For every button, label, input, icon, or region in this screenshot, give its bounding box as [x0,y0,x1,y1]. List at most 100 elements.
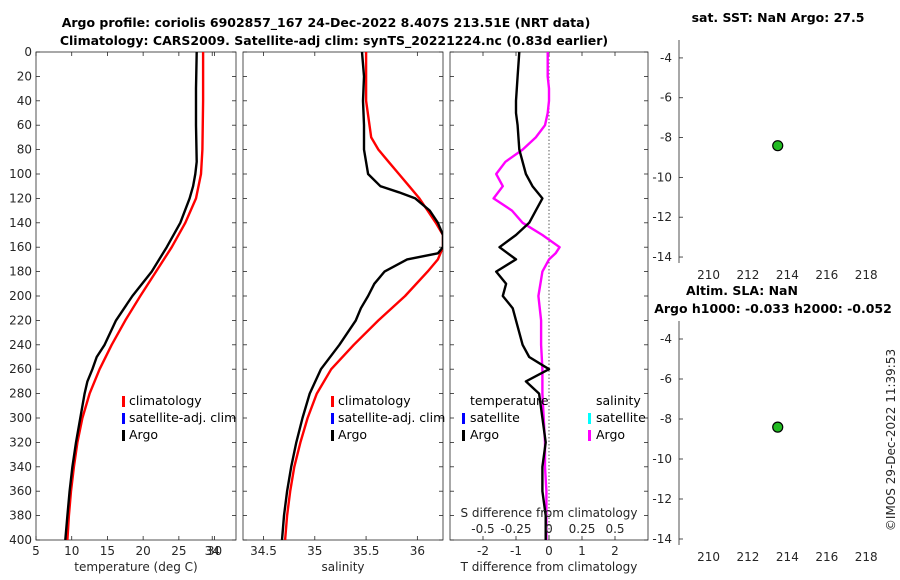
x-tick-label: 5 [32,544,40,558]
legend-satellite-swatch [122,413,125,424]
legend-argo-label: Argo [338,427,367,442]
x-tick-label: 25 [171,544,186,558]
y-tick-label: -8 [660,131,672,145]
x-tick-label: 218 [855,268,878,282]
difference-legend: temperature satellite Argo salinity sate… [462,393,646,442]
y-tick-label: 0 [24,45,32,59]
legend-t-satellite-swatch [462,413,465,424]
legend-argo-label: Argo [129,427,158,442]
x-tick-label: 212 [737,550,760,564]
figure-title-line2: Climatology: CARS2009. Satellite-adj cli… [60,33,608,49]
y-tick-label: 140 [9,216,32,230]
y-tick-label: -12 [652,210,672,224]
legend-t-argo-label: Argo [470,427,499,442]
series-climatology [283,52,443,540]
y-tick-label: 180 [9,265,32,279]
x-tick-label: 35 [307,544,322,558]
plot-area [35,51,237,541]
y-tick-label: 220 [9,313,32,327]
legend-t-satellite-label: satellite [470,410,520,425]
legend-climatology-swatch [122,396,125,407]
y-tick-label: -4 [660,332,672,346]
legend-satellite-label: satellite-adj. clim [338,410,445,425]
legend-satellite-swatch [331,413,334,424]
x-tick-label: -1 [510,544,522,558]
series-climatology [66,52,205,540]
y-tick-label: 20 [17,69,32,83]
x-axis-label: T difference from climatology [460,560,638,574]
plot-lines [492,52,561,540]
x2-tick-label: 0.5 [605,522,624,536]
y-tick-label: 400 [9,533,32,547]
legend-salinity-heading: salinity [596,393,641,408]
y-tick-label: 320 [9,435,32,449]
y-tick-label: 240 [9,338,32,352]
x-tick-label: 35.5 [353,544,380,558]
x-axis-label: salinity [321,560,364,574]
x-tick-label: 34.5 [250,544,277,558]
x-tick-label: 20 [136,544,151,558]
x-tick-label: 10 [64,544,79,558]
legend-climatology-label: climatology [338,393,411,408]
x-tick-label: 1 [578,544,586,558]
series-argo [64,52,198,540]
sla-map-panel: -4 -6 -8 -10 -12 -14 210 212 214 216 218 [652,321,878,564]
y-tick-label: 280 [9,387,32,401]
y-tick-label: 260 [9,362,32,376]
y-tick-label: 160 [9,240,32,254]
x2-tick-label: 0 [545,522,553,536]
y-tick-label: 60 [17,118,32,132]
y-tick-label: 340 [9,460,32,474]
y-tick-label: 380 [9,509,32,523]
legend-s-satellite-label: satellite [596,410,646,425]
salinity-legend: climatology satellite-adj. clim Argo [331,393,445,442]
x-tick-label: 214 [776,268,799,282]
x-tick-label: 34 [205,544,220,558]
x2-tick-label: 0.25 [569,522,596,536]
sst-map-title: sat. SST: NaN Argo: 27.5 [692,10,865,25]
legend-climatology-label: climatology [129,393,202,408]
x-tick-label: 30 [207,544,222,558]
y-tick-label: 300 [9,411,32,425]
x-tick-label: 210 [697,550,720,564]
x-axis-label: temperature (deg C) [74,560,197,574]
salinity-panel: 34 34.5 35 35.5 36 salinity [205,51,444,574]
y-tick-label: 40 [17,94,32,108]
series-argo [280,52,443,540]
temperature-panel: 0 20 40 60 80 100 120 140 160 180 200 220 240 260 280 3… [9,45,237,574]
legend-temperature-heading: temperature [470,393,549,408]
difference-panel: -2 -1 0 1 2 T difference from climatology S di… [449,51,649,574]
y-tick-label: 120 [9,191,32,205]
x-tick-label: 216 [815,550,838,564]
x-tick-label: 15 [100,544,115,558]
y-tick-label: -6 [660,91,672,105]
sla-map-title-line1: Altim. SLA: NaN [686,283,798,298]
y-tick-label: -10 [652,452,672,466]
x-tick-label: 0 [545,544,553,558]
plot-area [449,51,649,541]
argo-position-marker [772,421,784,433]
x-tick-label: 216 [815,268,838,282]
x-tick-label: 212 [737,268,760,282]
x-tick-label: 218 [855,550,878,564]
y-tick-label: 200 [9,289,32,303]
plot-lines [64,52,205,540]
y-tick-label: 100 [9,167,32,181]
y-tick-label: 80 [17,143,32,157]
legend-satellite-label: satellite-adj. clim [129,410,236,425]
imos-timestamp: ©IMOS 29-Dec-2022 11:39:53 [884,349,898,531]
x2-tick-label: -0.5 [471,522,494,536]
figure-title-line1: Argo profile: coriolis 6902857_167 24-De… [62,15,591,31]
y-tick-label: -4 [660,51,672,65]
x2-axis-label: S difference from climatology [461,506,638,520]
y-tick-label: -8 [660,412,672,426]
y-tick-label: -14 [652,532,672,546]
legend-climatology-swatch [331,396,334,407]
x-tick-label: 2 [611,544,619,558]
plot-area [242,51,444,541]
legend-argo-swatch [122,430,125,441]
x-tick-label: -2 [477,544,489,558]
x-tick-label: 36 [410,544,425,558]
y-tick-label: -12 [652,492,672,506]
